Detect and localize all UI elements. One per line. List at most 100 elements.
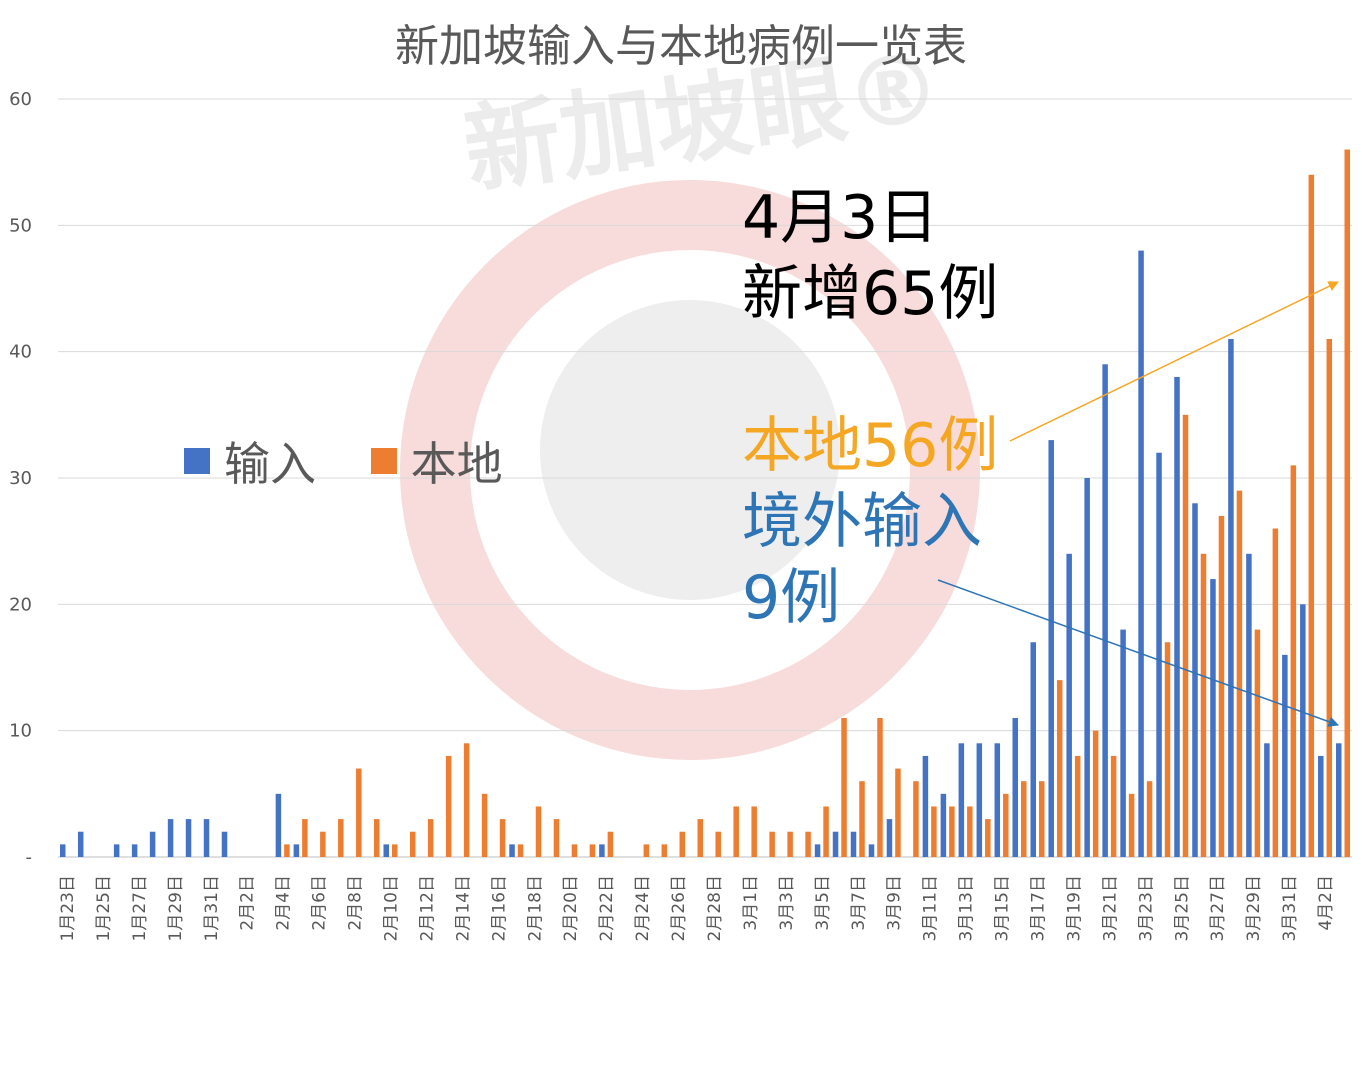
bar-local xyxy=(1110,755,1117,857)
bar-local xyxy=(967,806,973,857)
x-tick-label: 3月11日 xyxy=(921,875,941,941)
bar-local xyxy=(391,844,398,857)
bar-local xyxy=(302,819,308,857)
bar-imported xyxy=(185,819,192,857)
x-tick-label: 2月20日 xyxy=(561,875,581,941)
bar-imported xyxy=(221,831,228,857)
bar-local xyxy=(769,831,775,857)
bar-local xyxy=(338,819,344,857)
x-tick-label: 3月21日 xyxy=(1100,875,1120,941)
x-tick-label: 3月3日 xyxy=(777,875,797,931)
bar-imported xyxy=(1012,718,1019,857)
gridlines xyxy=(58,98,1352,858)
bar-local xyxy=(374,819,380,857)
bar-imported xyxy=(958,743,965,857)
x-tick-label: 2月4日 xyxy=(274,875,294,931)
bar-imported xyxy=(1228,339,1234,857)
bar-imported xyxy=(994,743,1001,857)
x-tick-label: 2月24日 xyxy=(633,875,653,941)
bar-imported xyxy=(832,831,839,857)
bar-local xyxy=(1326,339,1333,857)
x-tick-label: 1月31日 xyxy=(202,875,222,941)
bar-local xyxy=(643,844,650,857)
x-tick-label: 2月16日 xyxy=(489,875,509,941)
bar-local xyxy=(499,819,506,857)
y-tick-label: 40 xyxy=(9,342,32,363)
bar-imported xyxy=(850,831,857,857)
bar-imported xyxy=(1300,604,1306,857)
bar-local xyxy=(823,806,829,857)
bar-imported xyxy=(868,844,875,857)
bar-local xyxy=(463,743,470,857)
bar-imported xyxy=(77,831,84,857)
bar-imported xyxy=(976,743,983,857)
annotation-total: 新增65例 xyxy=(742,259,999,329)
bar-local xyxy=(1218,515,1225,857)
bar-local xyxy=(1021,781,1027,857)
bar-local xyxy=(571,844,578,857)
bar-imported xyxy=(1084,478,1090,857)
x-tick-label: 1月25日 xyxy=(94,875,114,941)
bar-imported xyxy=(1336,743,1342,857)
legend-swatch-imported xyxy=(184,448,210,474)
bar-local xyxy=(409,831,416,857)
annotation-imported-count: 9例 xyxy=(742,563,841,633)
x-tick-label: 1月27日 xyxy=(130,875,150,941)
bar-local xyxy=(356,768,362,857)
bar-imported xyxy=(599,844,605,857)
imported-arrow xyxy=(937,579,1339,727)
legend-item-local: 本地 xyxy=(370,428,503,494)
x-tick-label: 3月29日 xyxy=(1244,875,1264,941)
bar-local xyxy=(697,819,704,857)
x-tick-label: 2月10日 xyxy=(381,875,401,941)
bar-local xyxy=(1038,781,1045,857)
bar-imported xyxy=(1156,452,1162,857)
bar-local xyxy=(1200,553,1207,857)
bar-imported xyxy=(167,819,174,857)
bar-imported xyxy=(149,831,156,857)
bar-local xyxy=(517,844,524,857)
bar-local xyxy=(913,781,919,857)
bar-local xyxy=(1128,793,1135,857)
bar-local xyxy=(481,793,488,857)
bar-local xyxy=(589,844,596,857)
x-tick-label: 3月23日 xyxy=(1136,875,1156,941)
x-tick-label: 2月12日 xyxy=(417,875,437,941)
bar-local xyxy=(1146,781,1153,857)
y-tick-label: 20 xyxy=(9,594,32,615)
bar-imported xyxy=(1138,250,1144,858)
bar-local xyxy=(284,844,290,857)
bar-local xyxy=(445,755,452,857)
bar-local xyxy=(679,831,686,857)
bar-local xyxy=(553,819,560,857)
bars xyxy=(59,149,1351,858)
bar-local xyxy=(320,831,326,857)
bar-imported xyxy=(293,844,300,857)
bar-local xyxy=(877,718,883,857)
bar-local xyxy=(859,781,865,857)
x-tick-label: 3月5日 xyxy=(813,875,833,931)
x-tick-label: 3月25日 xyxy=(1172,875,1192,941)
bar-local xyxy=(895,768,901,857)
bar-local xyxy=(1290,465,1297,857)
bar-local xyxy=(1308,174,1315,858)
bar-imported xyxy=(1192,503,1198,857)
x-tick-label: 2月28日 xyxy=(705,875,725,941)
annotation-date: 4月3日 xyxy=(742,183,939,253)
annotation-imported: 境外输入 xyxy=(742,487,982,557)
bar-imported xyxy=(131,844,138,857)
bar-imported xyxy=(814,844,821,857)
x-tick-label: 3月7日 xyxy=(849,875,869,931)
x-tick-label: 2月22日 xyxy=(597,875,617,941)
bar-local xyxy=(751,806,757,857)
legend-swatch-local xyxy=(370,448,397,474)
bar-imported xyxy=(1102,364,1108,857)
x-tick-label: 3月19日 xyxy=(1064,875,1084,941)
bar-imported xyxy=(203,819,210,857)
bar-local xyxy=(1272,528,1279,857)
watermark: 新加坡眼® xyxy=(400,30,980,760)
y-tick-label: - xyxy=(26,847,33,868)
x-tick-label: 3月1日 xyxy=(741,875,761,931)
bar-imported xyxy=(1030,642,1036,857)
